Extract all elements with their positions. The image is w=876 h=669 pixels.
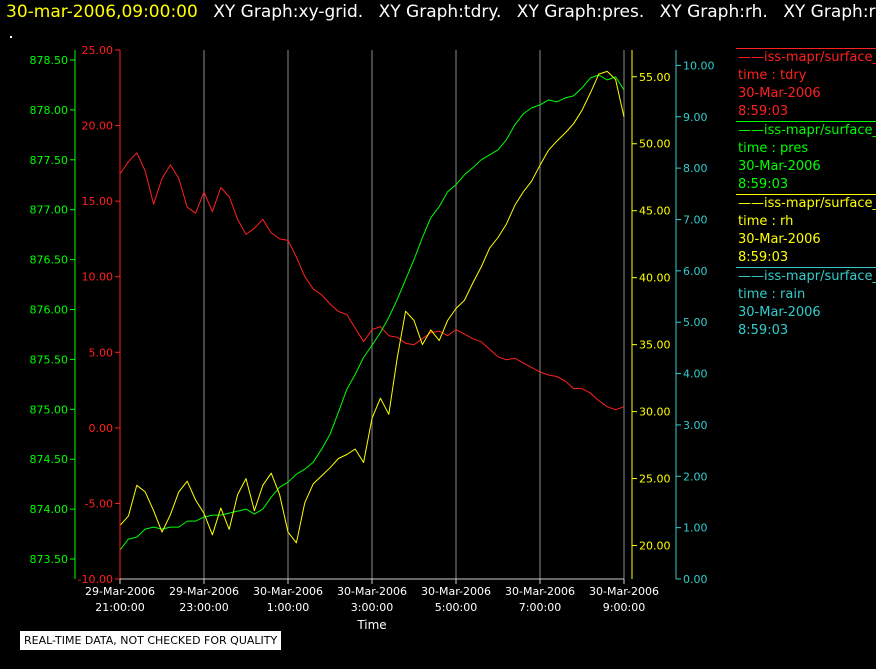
x-tick-label-time: 5:00:00 <box>435 601 477 614</box>
legend-swatch-rain: —— <box>738 269 764 284</box>
y-tick-label-rain: 10.00 <box>683 59 715 72</box>
quality-note: REAL-TIME DATA, NOT CHECKED FOR QUALITY <box>20 631 282 650</box>
y-tick-label-tdry: -5.00 <box>85 497 113 510</box>
y-tick-label-pres: 876.00 <box>30 304 69 317</box>
y-tick-label-pres: 874.50 <box>30 453 69 466</box>
legend-time-rh: 8:59:03 <box>738 250 789 265</box>
y-tick-label-rh: 25.00 <box>639 473 671 486</box>
y-tick-label-pres: 878.00 <box>30 104 69 117</box>
legend-entry-rain: ——iss-mapr/surface_m time : rain 30-Mar-… <box>736 267 876 340</box>
y-tick-label-pres: 877.00 <box>30 204 69 217</box>
y-tick-label-pres: 877.50 <box>30 154 69 167</box>
x-tick-label-time: 3:00:00 <box>351 601 393 614</box>
series-line-tdry <box>119 152 625 411</box>
legend-var-pres: time : pres <box>738 141 809 156</box>
legend-date-tdry: 30-Mar-2006 <box>738 86 821 101</box>
header-timestamp: 30-mar-2006,09:00:00 <box>6 2 198 22</box>
y-tick-label-rh: 20.00 <box>639 540 671 553</box>
x-tick-label-time: 1:00:00 <box>267 601 309 614</box>
y-tick-label-pres: 873.50 <box>30 553 69 566</box>
legend-time-tdry: 8:59:03 <box>738 104 789 119</box>
y-tick-label-rain: 3.00 <box>683 419 708 432</box>
x-tick-label-date: 30-Mar-2006 <box>421 585 491 598</box>
x-axis-label: Time <box>356 618 386 632</box>
y-tick-label-rain: 7.00 <box>683 213 708 226</box>
legend-date-pres: 30-Mar-2006 <box>738 159 821 174</box>
header-title-pres: XY Graph:pres. <box>516 2 645 22</box>
legend-entry-pres: ——iss-mapr/surface_m time : pres 30-Mar-… <box>736 121 876 194</box>
x-tick-label-time: 23:00:00 <box>179 601 228 614</box>
legend-name-rh: iss-mapr/surface_m <box>764 196 876 211</box>
y-tick-label-rh: 35.00 <box>639 339 671 352</box>
legend-date-rh: 30-Mar-2006 <box>738 232 821 247</box>
y-tick-label-tdry: -10.00 <box>78 573 113 586</box>
y-tick-label-tdry: 25.00 <box>82 44 114 57</box>
header-title-rain: XY Graph:rain <box>783 2 876 22</box>
legend-date-rain: 30-Mar-2006 <box>738 305 821 320</box>
x-tick-label-date: 29-Mar-2006 <box>169 585 239 598</box>
legend-swatch-tdry: —— <box>738 50 764 65</box>
y-tick-label-rh: 30.00 <box>639 406 671 419</box>
y-tick-label-tdry: 20.00 <box>82 120 114 133</box>
y-tick-label-rh: 40.00 <box>639 272 671 285</box>
y-tick-label-pres: 875.50 <box>30 353 69 366</box>
legend-swatch-pres: —— <box>738 123 764 138</box>
legend-time-rain: 8:59:03 <box>738 323 789 338</box>
x-tick-label-date: 29-Mar-2006 <box>85 585 155 598</box>
y-tick-label-rain: 2.00 <box>683 470 708 483</box>
x-tick-label-date: 30-Mar-2006 <box>505 585 575 598</box>
legend-entry-rh: ——iss-mapr/surface_m time : rh 30-Mar-20… <box>736 194 876 267</box>
y-tick-label-pres: 876.50 <box>30 254 69 267</box>
y-tick-label-pres: 875.00 <box>30 403 69 416</box>
header-title-xy-grid: XY Graph:xy-grid. <box>213 2 364 22</box>
header-title-tdry: XY Graph:tdry. <box>378 2 502 22</box>
legend-name-pres: iss-mapr/surface_m <box>764 123 876 138</box>
header-title-rh: XY Graph:rh. <box>659 2 768 22</box>
y-tick-label-rh: 50.00 <box>639 138 671 151</box>
y-tick-label-rain: 0.00 <box>683 573 708 586</box>
y-tick-label-tdry: 5.00 <box>89 346 114 359</box>
y-tick-label-rain: 8.00 <box>683 162 708 175</box>
legend: ——iss-mapr/surface_m time : tdry 30-Mar-… <box>736 48 876 340</box>
y-tick-label-tdry: 15.00 <box>82 195 114 208</box>
y-tick-label-tdry: 0.00 <box>89 422 114 435</box>
series-line-pres <box>119 74 625 551</box>
legend-entry-tdry: ——iss-mapr/surface_m time : tdry 30-Mar-… <box>736 48 876 121</box>
series-line-rh <box>119 70 625 544</box>
x-tick-label-time: 9:00:00 <box>603 601 645 614</box>
y-tick-label-pres: 874.00 <box>30 503 69 516</box>
x-tick-label-date: 30-Mar-2006 <box>337 585 407 598</box>
y-tick-label-rain: 4.00 <box>683 368 708 381</box>
y-tick-label-rain: 6.00 <box>683 265 708 278</box>
legend-var-tdry: time : tdry <box>738 68 807 83</box>
legend-name-rain: iss-mapr/surface_m <box>764 269 876 284</box>
x-tick-label-date: 30-Mar-2006 <box>589 585 659 598</box>
header-bar: 30-mar-2006,09:00:00 XY Graph:xy-grid. X… <box>6 2 876 24</box>
legend-var-rh: time : rh <box>738 214 794 229</box>
y-tick-label-tdry: 10.00 <box>82 271 114 284</box>
legend-time-pres: 8:59:03 <box>738 177 789 192</box>
y-tick-label-rain: 1.00 <box>683 522 708 535</box>
legend-var-rain: time : rain <box>738 287 806 302</box>
y-tick-label-rain: 9.00 <box>683 111 708 124</box>
x-tick-label-time: 21:00:00 <box>95 601 144 614</box>
x-tick-label-time: 7:00:00 <box>519 601 561 614</box>
y-tick-label-rh: 55.00 <box>639 71 671 84</box>
y-tick-label-pres: 878.50 <box>30 54 69 67</box>
legend-name-tdry: iss-mapr/surface_m <box>764 50 876 65</box>
y-tick-label-rh: 45.00 <box>639 205 671 218</box>
legend-swatch-rh: —— <box>738 196 764 211</box>
y-tick-label-rain: 5.00 <box>683 316 708 329</box>
marker-dot <box>10 36 12 38</box>
x-tick-label-date: 30-Mar-2006 <box>253 585 323 598</box>
